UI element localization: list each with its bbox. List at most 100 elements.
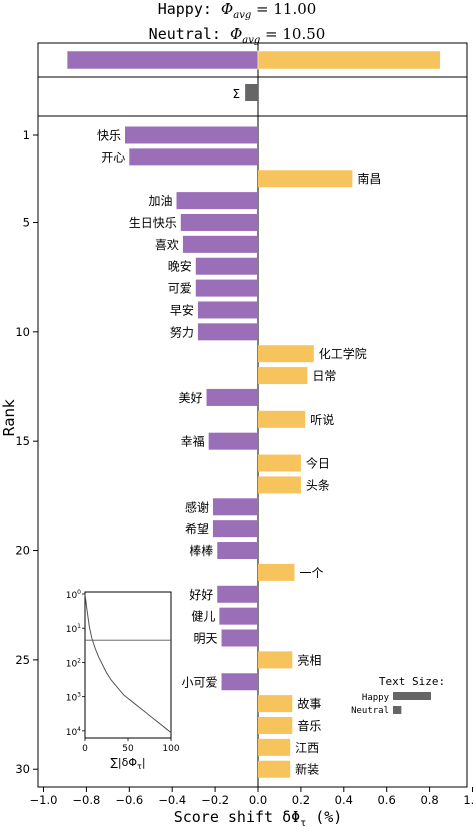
word-label: 生日快乐 (129, 216, 177, 230)
word-bar (197, 301, 258, 319)
y-axis-label: Rank (0, 399, 18, 437)
x-axis-label: Score shift δΦτ (%) (174, 808, 343, 827)
word-label: 可爱 (168, 282, 192, 296)
word-label: 晚安 (168, 259, 192, 274)
inset-y-tick-label: 101 (66, 623, 81, 635)
word-label: 快乐 (97, 129, 121, 143)
word-bar (258, 651, 293, 669)
word-bars (125, 126, 353, 778)
word-bar (208, 432, 258, 450)
word-bar (258, 695, 293, 713)
word-label: 幸福 (181, 434, 205, 449)
x-tick-label: −0.4 (158, 793, 186, 807)
x-tick-label: 0.6 (378, 793, 396, 807)
x-tick-label: −0.8 (72, 793, 100, 807)
x-tick-label: −0.6 (115, 793, 143, 807)
legend-neutral-bar (393, 706, 402, 714)
neutral-total-bar (257, 50, 441, 70)
word-label: 亮相 (297, 652, 321, 667)
word-label: 健儿 (191, 610, 215, 624)
y-tick-label: 30 (15, 762, 30, 776)
word-bar (180, 213, 258, 231)
word-bar (176, 192, 258, 210)
legend-title: Text Size: (379, 675, 445, 688)
y-tick-label: 1 (23, 128, 30, 142)
word-label: 新装 (295, 762, 319, 777)
word-label: 好好 (189, 588, 213, 602)
word-bar (258, 476, 301, 494)
sigma-label: Σ (233, 87, 241, 101)
word-label: 故事 (297, 696, 321, 711)
y-tick-label: 25 (15, 653, 30, 667)
word-bar (258, 760, 291, 778)
inset-x-label: ∑|δΦτ| (110, 756, 145, 771)
word-bar (221, 629, 258, 647)
word-label: 希望 (185, 521, 209, 536)
word-label: 小可爱 (182, 675, 218, 689)
y-tick-label: 20 (15, 544, 30, 558)
word-label: 加油 (148, 194, 172, 208)
inset-y-tick-label: 102 (66, 657, 81, 669)
legend-neutral-label: Neutral (351, 706, 389, 716)
total-bars (66, 50, 441, 70)
text-size-legend: Text Size: Happy Neutral (351, 675, 445, 716)
word-bar (182, 235, 258, 253)
happy-total-bar (66, 50, 259, 70)
word-label: 努力 (170, 324, 194, 339)
x-axis: −1.0 −0.8 −0.6 −0.4 −0.2 0.0 0.2 0.4 0.6 0.8 1.0 Sc… (30, 787, 474, 827)
inset-x-tick-label: 50 (122, 744, 134, 754)
word-label: 美好 (179, 391, 203, 405)
word-bar (258, 367, 308, 385)
word-label: 日常 (312, 369, 336, 383)
chart-title: Happy: Φavg = 11.00 Neutral: Φavg = 10.50 (149, 0, 326, 46)
inset-y-tick-label: 104 (66, 726, 81, 738)
word-label: 喜欢 (155, 237, 179, 252)
word-bar (195, 257, 258, 275)
x-tick-label: 1.0 (463, 793, 474, 807)
title-line: Happy: Φavg = 11.00 (158, 0, 317, 21)
word-label: 棒棒 (189, 544, 213, 558)
inset-curve (84, 593, 172, 733)
word-label: 一个 (299, 566, 323, 580)
word-label: 听说 (310, 412, 334, 427)
word-bar (258, 170, 353, 188)
inset-frame (84, 591, 172, 739)
word-bar (217, 542, 258, 560)
inset-y-tick-label: 100 (66, 589, 81, 601)
word-bar (258, 454, 301, 472)
word-label: 江西 (295, 741, 319, 755)
cumulative-inset: 0 50 100 100 101 102 103 104 ∑|δΦτ| (66, 589, 180, 771)
x-tick-label: 0.8 (420, 793, 438, 807)
title-line: Neutral: Φavg = 10.50 (149, 25, 326, 46)
word-label: 早安 (170, 302, 194, 317)
x-tick-label: −1.0 (30, 793, 58, 807)
x-tick-label: 0.0 (249, 793, 267, 807)
word-label: 感谢 (185, 499, 209, 514)
word-bar (219, 607, 258, 625)
word-bar (258, 410, 306, 428)
inset-x-tick-label: 100 (162, 744, 179, 754)
plot-border (37, 42, 468, 788)
word-bar (212, 520, 258, 538)
word-bar (258, 563, 295, 581)
word-label: 音乐 (297, 718, 321, 733)
inset-x-tick-label: 0 (82, 744, 88, 754)
word-label: 明天 (194, 632, 218, 646)
inset-y-tick-label: 103 (66, 692, 81, 704)
word-bar (212, 498, 258, 516)
sigma-panel: Σ (233, 84, 258, 101)
word-bar (258, 716, 293, 734)
word-bar (197, 323, 258, 341)
legend-happy-bar (393, 692, 431, 700)
word-label: 今日 (306, 456, 330, 471)
word-labels: 快乐开心南昌加油生日快乐喜欢晚安可爱早安努力化工学院日常美好听说幸福今日头条感谢… (97, 129, 381, 777)
y-tick-label: 10 (15, 325, 30, 339)
x-tick-label: 0.2 (292, 793, 310, 807)
word-bar (258, 738, 291, 756)
word-bar (125, 126, 258, 144)
word-label: 南昌 (357, 171, 381, 186)
y-tick-label: 5 (23, 215, 30, 229)
word-label: 开心 (101, 150, 125, 164)
